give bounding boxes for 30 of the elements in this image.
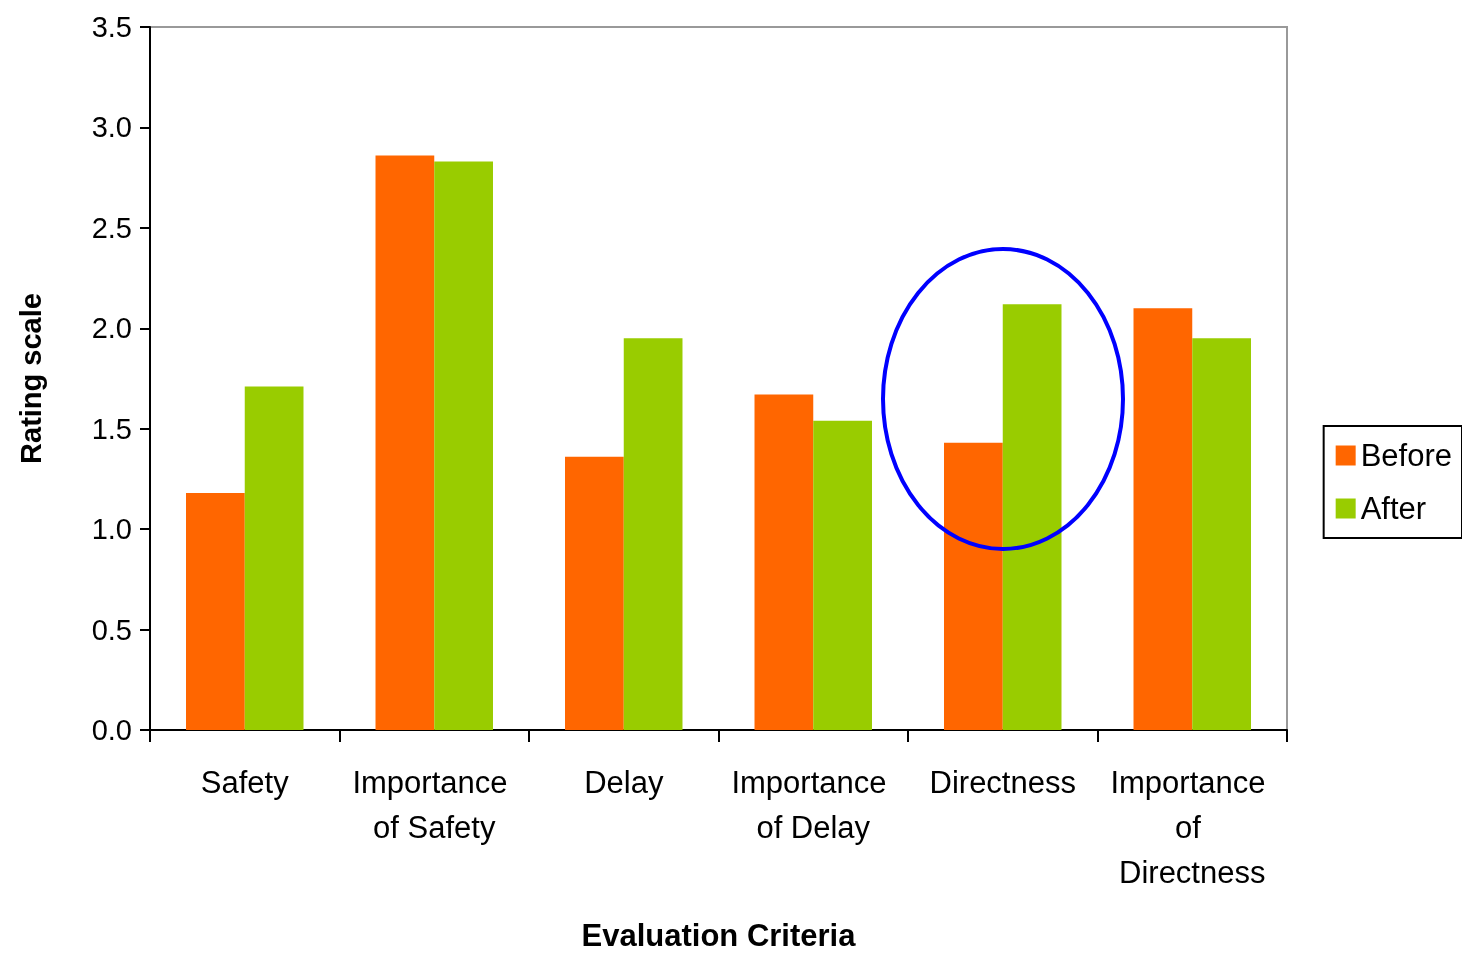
y-tick-label: 1.0: [91, 513, 132, 546]
y-tick-label: 2.0: [91, 312, 132, 345]
x-tick-label: Importance of Safety: [352, 765, 517, 845]
bar: [623, 338, 683, 730]
y-tick-label: 1.5: [91, 412, 132, 445]
y-tick-label: 2.5: [91, 211, 132, 244]
bar: [1133, 308, 1193, 730]
y-tick-label: 3.5: [91, 11, 132, 43]
y-tick-label: 0.0: [91, 714, 132, 746]
bar: [565, 456, 624, 730]
bar: [944, 442, 1003, 730]
bar: [754, 394, 814, 730]
y-axis-title: Rating scale: [14, 293, 47, 464]
bar: [244, 386, 304, 730]
y-tick-label: 3.0: [91, 111, 132, 144]
legend-label: Before: [1360, 438, 1453, 473]
x-tick-label: Safety: [200, 765, 290, 800]
x-tick-label: Directness: [929, 765, 1076, 800]
bar: [1002, 304, 1062, 730]
bar: [1192, 338, 1251, 730]
legend-label: After: [1360, 491, 1427, 526]
y-tick-label: 0.5: [91, 613, 132, 646]
x-axis-title: Evaluation Criteria: [581, 918, 857, 953]
bar: [186, 492, 245, 730]
bar: [434, 161, 493, 730]
x-tick-label: Delay: [584, 765, 664, 800]
bar: [813, 420, 872, 730]
bar: [375, 155, 435, 730]
x-tick-label: Importance of Directness: [1110, 765, 1275, 890]
x-tick-label: Importance of Delay: [731, 765, 896, 845]
